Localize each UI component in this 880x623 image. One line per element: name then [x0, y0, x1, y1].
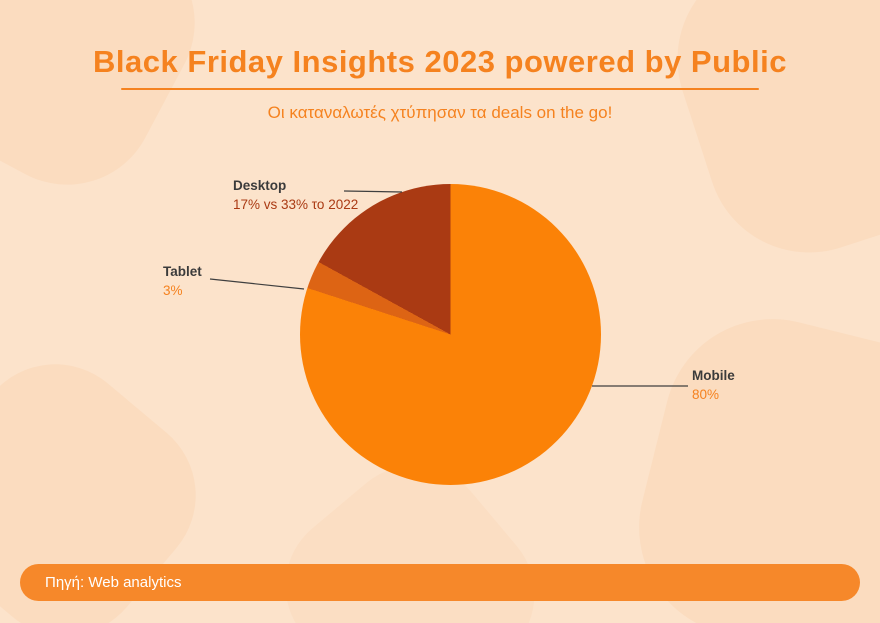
desktop-value: 17% vs 33% το 2022: [233, 197, 359, 212]
tablet-slice-label: Tablet 3%: [163, 262, 202, 300]
page-title: Black Friday Insights 2023 powered by Pu…: [93, 44, 787, 79]
mobile-value: 80%: [692, 387, 720, 402]
tablet-value: 3%: [163, 283, 183, 298]
desktop-slice-label: Desktop 17% vs 33% το 2022: [233, 176, 358, 214]
mobile-label: Mobile: [692, 368, 735, 383]
mobile-slice-label: Mobile 80%: [692, 366, 735, 404]
title-underline: [121, 88, 759, 90]
source-bar: Πηγή: Web analytics: [20, 564, 860, 601]
background-shape: [650, 0, 880, 280]
pie-chart: [300, 184, 601, 485]
desktop-label: Desktop: [233, 178, 287, 193]
tablet-leader-line: [209, 278, 305, 290]
page-subtitle: Οι καταναλωτές χτύπησαν τα deals on the …: [267, 103, 613, 122]
tablet-label: Tablet: [163, 264, 202, 279]
source-text: Πηγή: Web analytics: [45, 574, 182, 591]
